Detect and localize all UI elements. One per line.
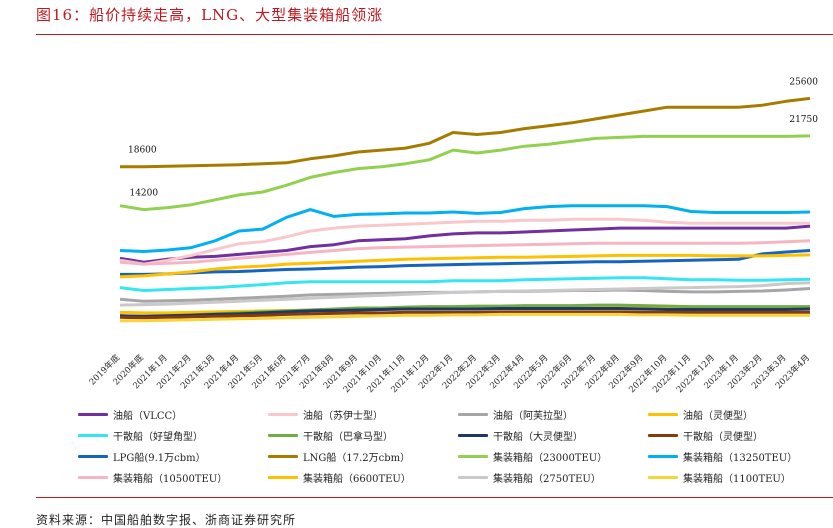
- data-label-2: 25600: [789, 77, 818, 87]
- legend-label: 干散船（好望角型）: [113, 431, 203, 443]
- data-label-1: 14200: [129, 189, 158, 199]
- legend-item: 集装箱船（6600TEU）: [268, 467, 458, 487]
- legend-item: 干散船（灵便型）: [648, 425, 808, 445]
- legend-swatch: [648, 412, 678, 416]
- legend-label: 油船（阿芙拉型）: [493, 410, 573, 422]
- legend-swatch: [268, 412, 298, 416]
- legend-item: LPG船(9.1万cbm）: [78, 446, 268, 466]
- legend-swatch: [268, 433, 298, 437]
- legend-label: 集装箱船（6600TEU）: [303, 473, 411, 485]
- legend-label: 干散船（巴拿马型）: [303, 431, 393, 443]
- source-note: 资料来源：中国船舶数字报、浙商证券研究所: [36, 513, 297, 527]
- series-line-0: [119, 224, 811, 264]
- figure-title: 图16：船价持续走高，LNG、大型集装箱船领涨: [36, 6, 384, 24]
- legend-item: LNG船（17.2万cbm）: [268, 446, 458, 466]
- legend-item: 集装箱船（10500TEU）: [78, 467, 268, 487]
- legend-item: 油船（苏伊士型）: [268, 404, 458, 424]
- legend-item: 集装箱船（13250TEU）: [648, 446, 808, 466]
- legend-label: 集装箱船（2750TEU）: [493, 473, 601, 485]
- legend-label: 集装箱船（10500TEU）: [113, 473, 228, 485]
- legend-item: 油船（阿芙拉型）: [458, 404, 648, 424]
- series-line-2: [119, 287, 811, 303]
- legend-label: 油船（VLCC）: [113, 410, 183, 422]
- legend-item: 干散船（好望角型）: [78, 425, 268, 445]
- legend-label: 油船（苏伊士型）: [303, 410, 383, 422]
- footer-divider: [36, 497, 833, 498]
- series-line-10: [119, 134, 811, 212]
- legend-label: 油船（灵便型）: [683, 410, 753, 422]
- legend-label: 干散船（灵便型）: [683, 431, 763, 443]
- legend-swatch: [78, 475, 108, 479]
- series-line-12: [119, 239, 811, 266]
- legend-swatch: [78, 454, 108, 458]
- series-line-9: [120, 96, 811, 169]
- data-label-0: 18600: [128, 146, 157, 156]
- legend-label: 集装箱船（1100TEU）: [683, 473, 791, 485]
- legend-item: 干散船（巴拿马型）: [268, 425, 458, 445]
- legend-label: 集装箱船（13250TEU）: [683, 452, 798, 464]
- legend-label: LPG船(9.1万cbm）: [113, 452, 206, 464]
- legend-swatch: [458, 475, 488, 479]
- legend-swatch: [458, 454, 488, 458]
- series-line-15: [120, 312, 810, 323]
- x-axis-ticks: 2019年底2020年底2021年1月2021年2月2021年3月2021年4月…: [87, 352, 812, 395]
- series-line-6: [119, 307, 811, 318]
- legend-label: LNG船（17.2万cbm）: [303, 452, 411, 464]
- series-line-11: [119, 204, 811, 253]
- legend-label: 干散船（大灵便型）: [493, 431, 583, 443]
- series-line-4: [119, 276, 811, 292]
- legend-item: 集装箱船（23000TEU）: [458, 446, 648, 466]
- legend-swatch: [78, 412, 108, 416]
- title-divider: [36, 34, 833, 35]
- legend-swatch: [648, 433, 678, 437]
- legend-swatch: [458, 412, 488, 416]
- legend-swatch: [268, 454, 298, 458]
- series-line-14: [119, 281, 811, 307]
- legend-item: 集装箱船（1100TEU）: [648, 467, 808, 487]
- data-label-3: 21750: [789, 115, 818, 125]
- legend-swatch: [648, 475, 678, 479]
- legend-label: 集装箱船（23000TEU）: [493, 452, 608, 464]
- legend-swatch: [268, 475, 298, 479]
- series-line-7: [119, 310, 810, 320]
- legend-item: 干散船（大灵便型）: [458, 425, 648, 445]
- series-line-8: [120, 249, 811, 276]
- series-layer: [119, 96, 811, 323]
- chart-legend: 油船（VLCC） 油船（苏伊士型） 油船（阿芙拉型） 油船（灵便型） 干散船（好望角型）…: [78, 404, 808, 487]
- legend-item: 集装箱船（2750TEU）: [458, 467, 648, 487]
- legend-swatch: [648, 454, 678, 458]
- legend-item: 油船（灵便型）: [648, 404, 808, 424]
- series-line-1: [119, 217, 810, 266]
- legend-swatch: [78, 433, 108, 437]
- annotation-layer: 18600 14200 25600 21750: [128, 77, 818, 198]
- legend-item: 油船（VLCC）: [78, 404, 268, 424]
- series-line-13: [119, 253, 811, 279]
- legend-swatch: [458, 433, 488, 437]
